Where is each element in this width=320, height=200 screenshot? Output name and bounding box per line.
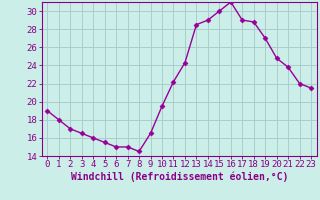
X-axis label: Windchill (Refroidissement éolien,°C): Windchill (Refroidissement éolien,°C)	[70, 172, 288, 182]
